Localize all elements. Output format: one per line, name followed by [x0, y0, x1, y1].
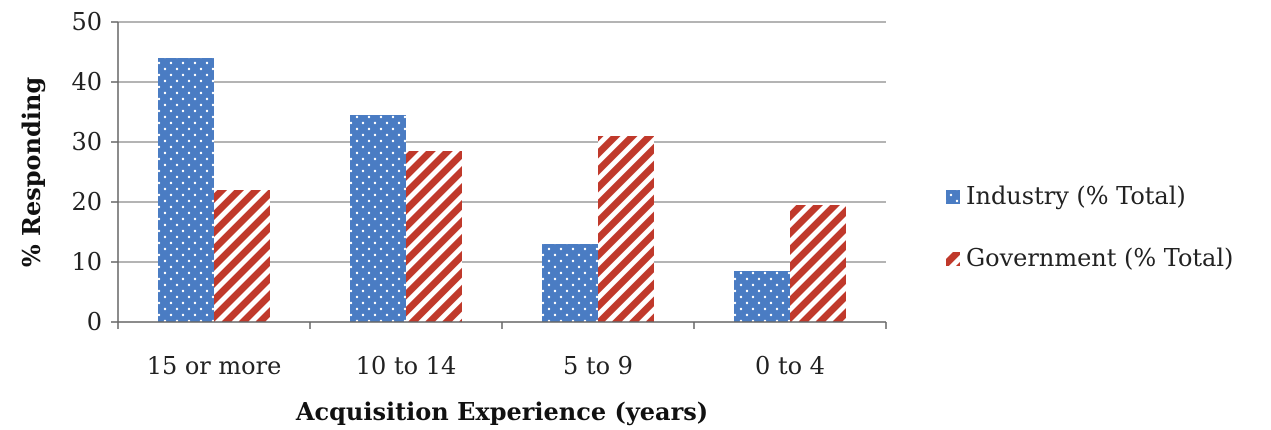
bars [158, 58, 846, 322]
x-tick-labels: 15 or more 10 to 14 5 to 9 0 to 4 [147, 352, 825, 380]
bar-government [598, 136, 654, 322]
legend-label-government: Government (% Total) [966, 244, 1233, 272]
bar-industry [542, 244, 598, 322]
bar-government [214, 190, 270, 322]
bar-industry [158, 58, 214, 322]
y-axis-title: % Responding [17, 77, 46, 267]
y-tick-label: 40 [71, 68, 102, 96]
y-tick-label: 30 [71, 128, 102, 156]
x-tick-label: 5 to 9 [563, 352, 633, 380]
axes [111, 21, 887, 329]
y-tick-label: 50 [71, 8, 102, 36]
y-tick-labels: 0 10 20 30 40 50 [71, 8, 102, 336]
y-tick-label: 0 [87, 308, 102, 336]
bar-industry [350, 115, 406, 322]
x-tick-label: 10 to 14 [356, 352, 456, 380]
legend-label-industry: Industry (% Total) [966, 182, 1186, 210]
bar-industry [734, 271, 790, 322]
legend: Industry (% Total) Government (% Total) [946, 182, 1233, 272]
y-tick-label: 10 [71, 248, 102, 276]
legend-swatch-industry [946, 190, 960, 204]
x-tick-label: 0 to 4 [755, 352, 825, 380]
bar-government [790, 205, 846, 322]
y-tick-label: 20 [71, 188, 102, 216]
x-axis-title: Acquisition Experience (years) [295, 397, 708, 426]
x-tick-label: 15 or more [147, 352, 282, 380]
bar-government [406, 151, 462, 322]
legend-swatch-government [946, 252, 960, 266]
